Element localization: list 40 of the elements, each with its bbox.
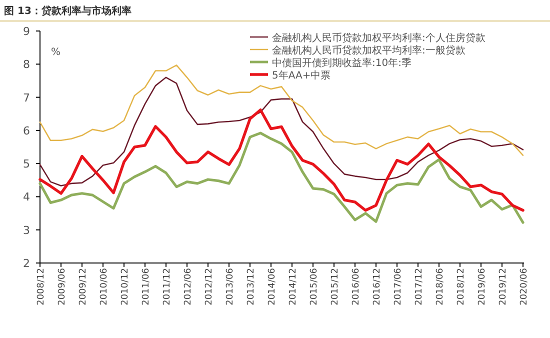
x-tick-label: 2011/06 (142, 268, 152, 306)
x-tick-label: 2017/12 (414, 268, 424, 306)
line-series (38, 132, 524, 224)
y-tick-label: 8 (23, 58, 30, 72)
legend-label: 金融机构人民币贷款加权平均利率:个人住房贷款 (272, 32, 486, 44)
x-tick-label: 2015/06 (310, 268, 320, 306)
x-tick-label: 2014/06 (268, 268, 278, 306)
line-series (38, 108, 524, 212)
x-tick-label: 2017/06 (394, 268, 404, 306)
x-tick-label: 2008/12 (36, 268, 46, 306)
y-tick-label: 4 (23, 190, 30, 204)
y-tick-label: 7 (23, 91, 30, 104)
x-tick-label: 2012/06 (184, 268, 194, 306)
y-tick-label: 5 (23, 158, 30, 171)
x-tick-label: 2020/06 (520, 268, 530, 306)
x-tick-label: 2010/12 (120, 268, 130, 306)
x-tick-label: 2014/12 (288, 268, 298, 306)
x-tick-label: 2010/06 (100, 268, 110, 306)
x-tick-label: 2018/12 (456, 268, 466, 306)
y-tick-label: 2 (23, 257, 30, 270)
x-tick-label: 2011/12 (162, 268, 172, 306)
x-tick-label: 2012/12 (204, 268, 214, 306)
x-tick-label: 2009/06 (58, 268, 68, 306)
x-tick-label: 2015/12 (330, 268, 340, 306)
x-tick-label: 2013/06 (226, 268, 236, 306)
x-tick-label: 2016/12 (372, 268, 382, 306)
x-tick-label: 2019/06 (478, 268, 488, 306)
y-tick-label: 3 (23, 224, 30, 237)
x-tick-label: 2016/06 (352, 268, 362, 306)
legend-label: 中债国开债到期收益率:10年:季 (272, 57, 412, 69)
x-tick-label: 2013/12 (246, 268, 256, 306)
legend-label: 5年AA+中票 (272, 70, 331, 82)
y-tick-label: 9 (23, 25, 30, 38)
x-tick-label: 2019/12 (498, 268, 508, 306)
x-tick-label: 2009/12 (78, 268, 88, 306)
chart-title: 图 13：贷款利率与市场利率 (4, 5, 132, 17)
x-tick-label: 2018/06 (436, 268, 446, 306)
y-axis-title: % (51, 47, 61, 58)
y-tick-label: 6 (23, 124, 30, 138)
legend-label: 金融机构人民币贷款加权平均利率:一般贷款 (272, 44, 466, 56)
